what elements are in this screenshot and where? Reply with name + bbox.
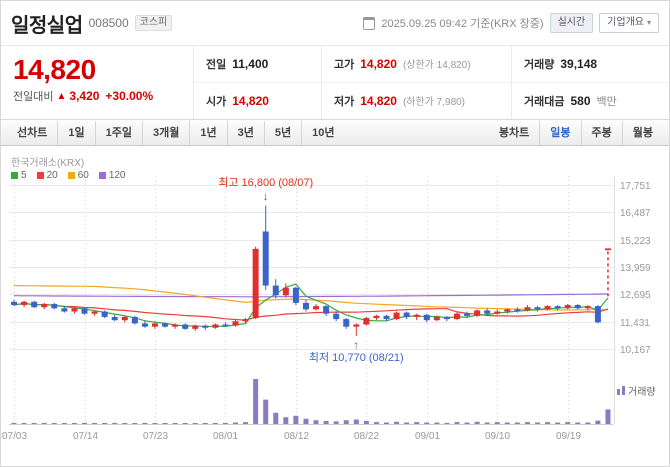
ma120-swatch (98, 172, 106, 179)
tab-weekly[interactable]: 주봉 (580, 120, 622, 145)
up-triangle-icon: ▲ (56, 90, 67, 102)
period-tabs: 선차트 1일 1주일 3개월 1년 3년 5년 10년 (7, 120, 344, 145)
current-price: 14,820 (13, 54, 96, 85)
ma60-legend-item: 60 (67, 170, 89, 181)
tab-3year[interactable]: 3년 (226, 120, 264, 145)
svg-text:07/03: 07/03 (2, 431, 27, 442)
trade-value-cell: 거래대금 580 백만 (511, 82, 669, 119)
prev-close-value: 11,400 (232, 56, 269, 71)
volume-cell: 거래량 39,148 (511, 46, 669, 83)
tab-monthly[interactable]: 월봉 (621, 120, 663, 145)
svg-text:08/22: 08/22 (354, 431, 379, 442)
prev-close-label: 전일 (206, 58, 227, 71)
chart-area: 17,751 16,487 15,223 13,959 12,695 11,431 10,1… (1, 146, 669, 466)
candlestick-chart[interactable]: 17,751 16,487 15,223 13,959 12,695 11,431 10,1… (1, 146, 670, 466)
change-value: 3,420 (69, 89, 100, 104)
tab-1year[interactable]: 1년 (189, 120, 226, 145)
price-change: 전일대비 ▲ 3,420 +30.00% (13, 88, 193, 104)
low-annotation: ↑ 최저 10,770 (08/21) (308, 337, 404, 365)
high-annotation-text: 최고 16,800 (08/07) (218, 176, 314, 189)
ma60-label: 60 (77, 170, 89, 181)
ma5-label: 5 (21, 170, 27, 181)
high-annotation: 최고 16,800 (08/07) ↓ (218, 177, 313, 203)
svg-text:12,695: 12,695 (620, 290, 651, 301)
svg-text:11,431: 11,431 (620, 318, 650, 329)
market-badge: 코스피 (134, 15, 173, 31)
svg-text:15,223: 15,223 (620, 236, 651, 247)
tab-1week[interactable]: 1주일 (94, 120, 142, 145)
quote-meta: 2025.09.25 09:42 기준(KRX 장중) 실시간 기업개요 ▾ (363, 13, 659, 33)
ma20-label: 20 (46, 170, 58, 181)
ma60-swatch (67, 172, 75, 179)
tab-3month[interactable]: 3개월 (141, 120, 189, 145)
down-arrow-icon: ↓ (262, 188, 269, 203)
ma-legend: 5 20 60 120 (11, 170, 126, 181)
company-info-button[interactable]: 기업개요 ▾ (599, 13, 659, 33)
svg-text:09/01: 09/01 (415, 431, 440, 442)
quote-info-table: 전일 11,400 고가 14,820 (상한가 14,820) 거래량 39,… (193, 46, 669, 119)
svg-text:07/23: 07/23 (143, 431, 168, 442)
company-name: 일정실업 (11, 14, 83, 37)
company-info-label: 기업개요 (607, 17, 644, 28)
interval-tabs: 봉차트 일봉 주봉 월봉 (489, 120, 663, 145)
ma20-swatch (36, 172, 44, 179)
stock-identity: 일정실업 008500 코스피 (11, 9, 173, 38)
svg-text:09/10: 09/10 (485, 431, 510, 442)
volume-label: 거래량 (524, 58, 555, 71)
open-price-cell: 시가 14,820 (193, 82, 321, 119)
open-price-label: 시가 (206, 95, 227, 108)
lower-limit-note: (하한가 7,980) (402, 97, 466, 109)
tab-5year[interactable]: 5년 (263, 120, 301, 145)
volume-icon (617, 386, 625, 395)
low-price-cell: 저가 14,820 (하한가 7,980) (321, 82, 511, 119)
upper-limit-note: (상한가 14,820) (402, 60, 471, 72)
current-price-block: 14,820 전일대비 ▲ 3,420 +30.00% (1, 46, 193, 119)
ma5-swatch (11, 172, 18, 179)
up-arrow-icon: ↑ (353, 337, 360, 352)
volume-pane-label-text: 거래량 (628, 387, 656, 398)
price-summary: 14,820 전일대비 ▲ 3,420 +30.00% 전일 11,400 고가… (1, 46, 669, 120)
volume-pane-label: 거래량 (617, 383, 656, 398)
svg-text:09/19: 09/19 (556, 431, 581, 442)
low-price-value: 14,820 (360, 93, 397, 108)
tab-daily[interactable]: 일봉 (539, 120, 580, 145)
high-price-value: 14,820 (360, 56, 397, 71)
svg-text:17,751: 17,751 (620, 181, 651, 192)
ma5-legend-item: 5 (11, 170, 27, 181)
svg-text:16,487: 16,487 (620, 208, 651, 219)
tab-1day[interactable]: 1일 (57, 120, 94, 145)
svg-text:07/14: 07/14 (73, 431, 98, 442)
change-percent: +30.00% (105, 89, 154, 104)
chart-toolbar: 선차트 1일 1주일 3개월 1년 3년 5년 10년 봉차트 일봉 주봉 월봉 (1, 120, 669, 146)
calendar-icon (363, 16, 376, 30)
ma120-label: 120 (108, 170, 126, 181)
tab-candle-chart[interactable]: 봉차트 (498, 126, 530, 139)
chevron-down-icon: ▾ (646, 18, 651, 27)
quote-time: 2025.09.25 09:42 기준(KRX 장중) (381, 18, 544, 30)
realtime-button[interactable]: 실시간 (549, 13, 594, 33)
low-annotation-text: 최저 10,770 (08/21) (308, 351, 404, 364)
svg-text:08/12: 08/12 (284, 431, 309, 442)
high-price-label: 고가 (334, 58, 355, 71)
svg-text:08/01: 08/01 (213, 431, 238, 442)
open-price-value: 14,820 (232, 93, 269, 108)
exchange-label: 한국거래소(KRX) (11, 158, 85, 169)
header: 일정실업 008500 코스피 2025.09.25 09:42 기준(KRX … (1, 1, 669, 46)
svg-text:13,959: 13,959 (620, 263, 651, 274)
ma120-legend-item: 120 (98, 170, 126, 181)
change-label: 전일대비 (13, 91, 54, 104)
tab-10year[interactable]: 10년 (301, 120, 344, 145)
ma20-legend-item: 20 (36, 170, 58, 181)
trade-value-value: 580 (570, 93, 591, 108)
svg-text:10,167: 10,167 (620, 345, 651, 356)
trade-value-unit: 백만 (596, 95, 617, 108)
volume-value: 39,148 (560, 56, 598, 71)
stock-code: 008500 (88, 16, 129, 30)
prev-close-cell: 전일 11,400 (193, 46, 321, 83)
tab-line-chart[interactable]: 선차트 (17, 126, 48, 139)
high-price-cell: 고가 14,820 (상한가 14,820) (321, 46, 511, 83)
low-price-label: 저가 (334, 95, 355, 108)
trade-value-label: 거래대금 (524, 95, 565, 108)
